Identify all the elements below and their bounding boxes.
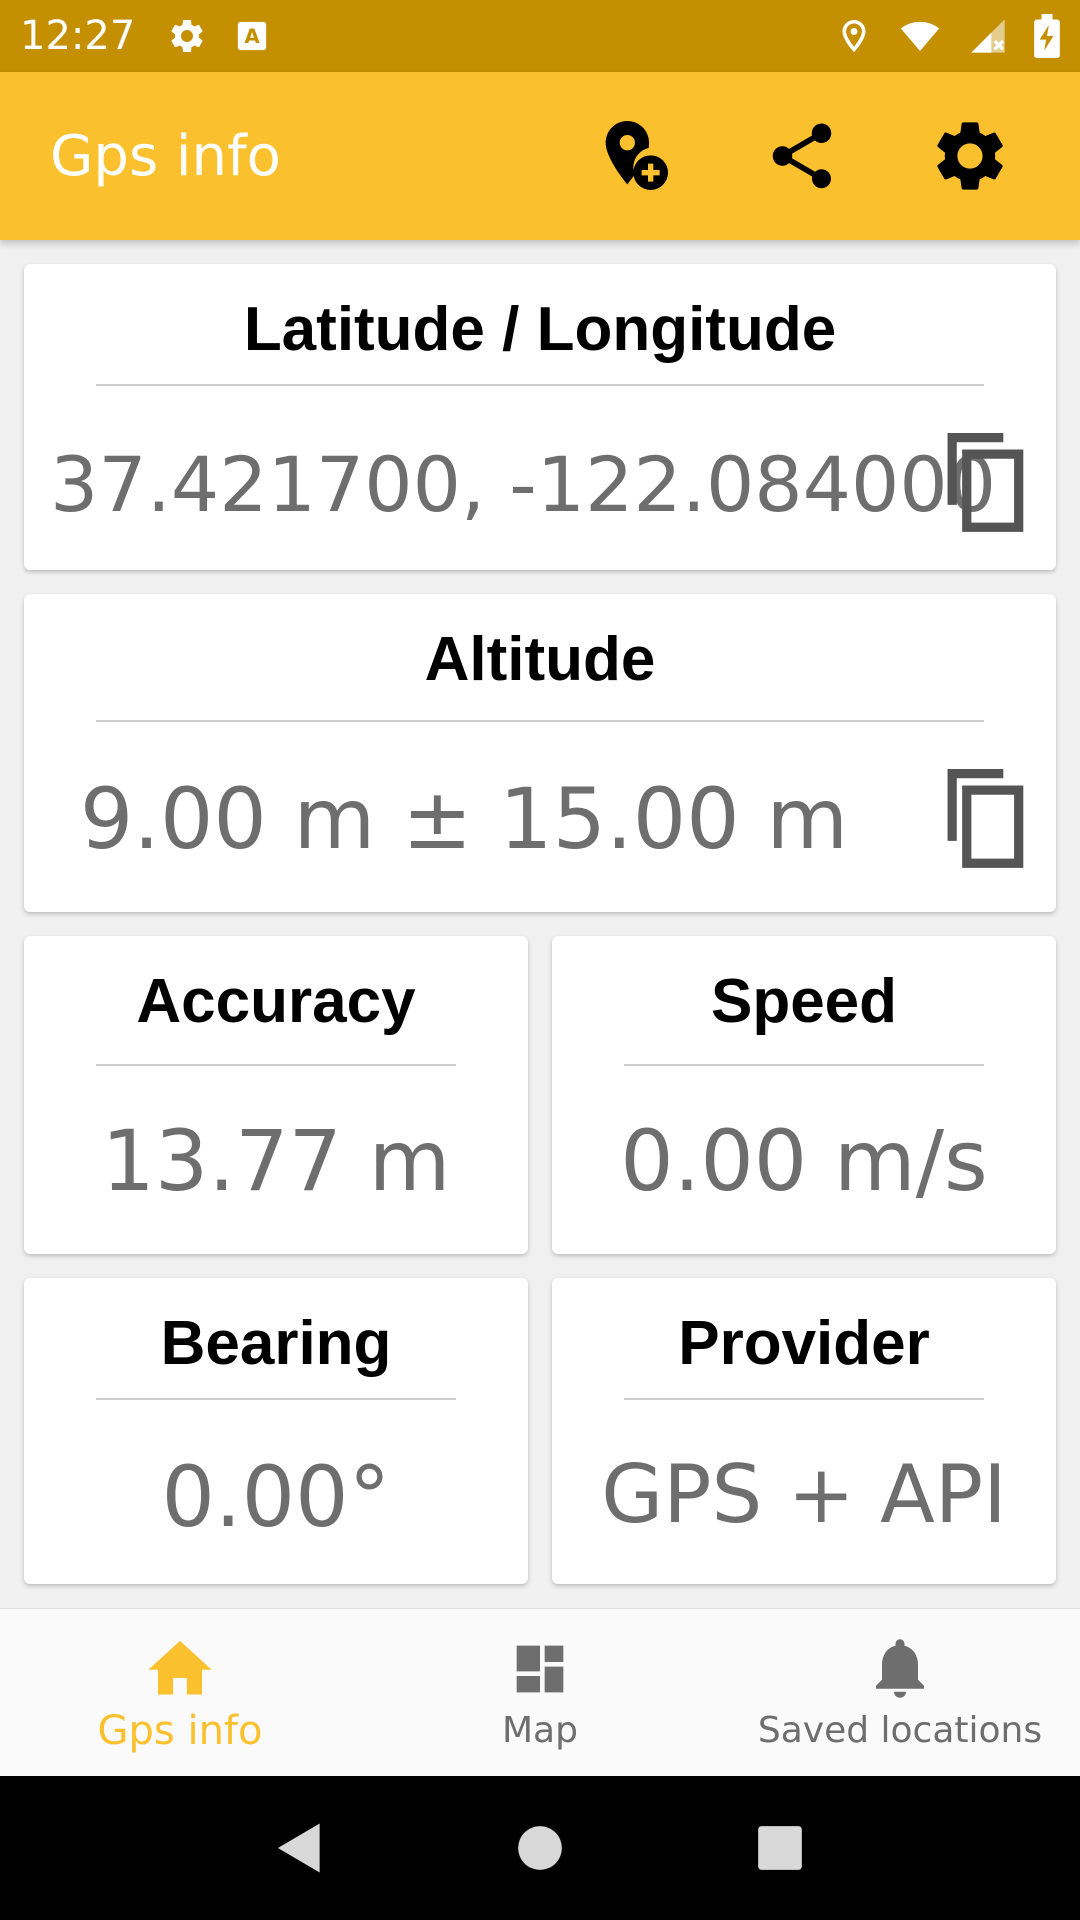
home-button[interactable]	[485, 1793, 595, 1903]
add-location-button[interactable]	[574, 96, 694, 216]
app-actions	[526, 96, 1030, 216]
app-title: Gps info	[50, 123, 281, 189]
accuracy-title: Accuracy	[136, 967, 416, 1036]
nav-item-gps-info[interactable]: Gps info	[0, 1609, 360, 1776]
settings-icon	[937, 122, 1003, 190]
altitude-title: Altitude	[424, 625, 656, 694]
dashboard-icon	[512, 1634, 568, 1704]
copy-altitude-button[interactable]	[938, 764, 1034, 874]
bell-icon	[874, 1634, 926, 1704]
bearing-card: Bearing 0.00°	[24, 1278, 528, 1584]
speed-title: Speed	[710, 967, 898, 1036]
back-button[interactable]	[245, 1793, 355, 1903]
speed-card: Speed 0.00 m/s	[552, 936, 1056, 1254]
bottom-navigation: Gps info Map Saved locations	[0, 1608, 1080, 1776]
share-button[interactable]	[742, 96, 862, 216]
home-circle-icon	[518, 1826, 562, 1870]
accuracy-divider	[96, 1064, 456, 1066]
app-bar: Gps info	[0, 72, 1080, 240]
latlon-title: Latitude / Longitude	[243, 295, 837, 364]
location-status-icon	[836, 16, 872, 56]
provider-card: Provider GPS + API	[552, 1278, 1056, 1584]
nav-label-map: Map	[502, 1710, 578, 1751]
speed-divider	[624, 1064, 984, 1066]
share-icon	[772, 123, 832, 189]
nav-label-saved-locations: Saved locations	[757, 1710, 1043, 1751]
settings-status-icon	[167, 16, 207, 56]
system-navigation-bar	[0, 1776, 1080, 1920]
battery-charging-status-icon	[1034, 14, 1060, 58]
altitude-value: 9.00 m ± 15.00 m	[79, 770, 849, 868]
bearing-title: Bearing	[160, 1309, 392, 1378]
provider-value: GPS + API	[601, 1448, 1007, 1541]
altitude-divider	[96, 720, 984, 722]
provider-divider	[624, 1398, 984, 1400]
latlon-card: Latitude / Longitude 37.421700, -122.084…	[24, 264, 1056, 570]
nav-item-saved-locations[interactable]: Saved locations	[720, 1609, 1080, 1776]
svg-text:A: A	[245, 25, 261, 48]
home-icon	[147, 1632, 213, 1702]
provider-title: Provider	[678, 1309, 930, 1378]
back-icon	[277, 1823, 320, 1873]
status-bar: 12:27 A	[0, 0, 1080, 72]
signal-status-icon	[968, 16, 1008, 56]
status-time: 12:27	[20, 13, 136, 59]
bearing-divider	[96, 1398, 456, 1400]
copy-icon	[947, 433, 1024, 532]
nav-label-gps-info: Gps info	[97, 1707, 263, 1754]
recents-button[interactable]	[725, 1793, 835, 1903]
copy-icon	[947, 769, 1024, 868]
add-location-icon	[605, 121, 668, 190]
nav-item-map[interactable]: Map	[360, 1609, 720, 1776]
recents-square-icon	[758, 1826, 802, 1870]
keyboard-a-status-icon: A	[235, 19, 269, 53]
latlon-value: 37.421700, -122.084000	[50, 440, 997, 529]
latlon-divider	[96, 384, 984, 386]
bearing-value: 0.00°	[161, 1448, 391, 1546]
copy-latlon-button[interactable]	[938, 428, 1034, 538]
accuracy-value: 13.77 m	[101, 1112, 451, 1210]
altitude-card: Altitude 9.00 m ± 15.00 m	[24, 594, 1056, 912]
speed-value: 0.00 m/s	[620, 1112, 988, 1210]
accuracy-card: Accuracy 13.77 m	[24, 936, 528, 1254]
settings-button[interactable]	[910, 96, 1030, 216]
content-area: Latitude / Longitude 37.421700, -122.084…	[0, 240, 1080, 1608]
wifi-status-icon	[898, 16, 942, 56]
